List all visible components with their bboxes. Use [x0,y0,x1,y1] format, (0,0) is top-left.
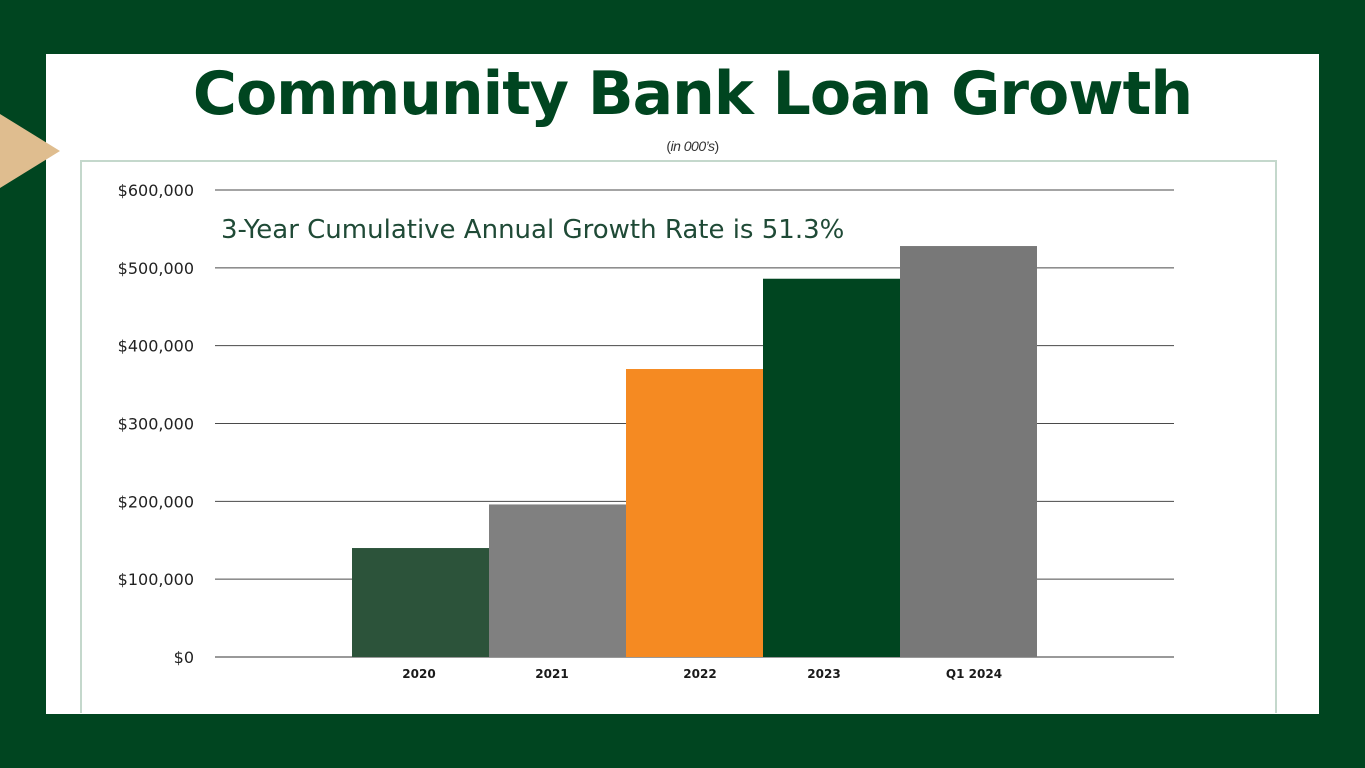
y-tick-label: $400,000 [118,337,194,356]
y-tick-label: $0 [174,648,194,667]
bars [352,246,1037,658]
x-tick-label: 2022 [683,667,716,681]
bar-2021 [489,504,626,657]
subtitle-close-paren: ) [714,138,720,154]
cagr-annotation: 3-Year Cumulative Annual Growth Rate is … [221,215,844,245]
subtitle-units: in 000’s [670,138,715,154]
y-axis-ticks: $0 $100,000 $200,000 $300,000 $400,000 $500,0… [118,181,194,667]
bar-2023 [763,278,900,657]
bar-2022 [626,369,763,657]
y-tick-label: $500,000 [118,259,194,278]
y-tick-label: $600,000 [118,181,194,200]
bar-q1-2024 [900,246,1037,658]
y-tick-label: $200,000 [118,492,194,511]
arrow-marker-icon [0,114,60,188]
bar-2020 [352,548,489,657]
x-tick-label: 2020 [402,667,435,681]
y-tick-label: $300,000 [118,415,194,434]
x-tick-label: 2023 [807,667,840,681]
subtitle-open-paren: ( [666,138,671,154]
x-axis-ticks: 2020 2021 2022 2023 Q1 2024 [402,667,1002,681]
y-tick-label: $100,000 [118,570,194,589]
chart-subtitle: (in 000’s) [0,138,1365,154]
page-title: Community Bank Loan Growth [192,59,1193,129]
x-tick-label: 2021 [535,667,568,681]
x-tick-label: Q1 2024 [946,667,1002,681]
